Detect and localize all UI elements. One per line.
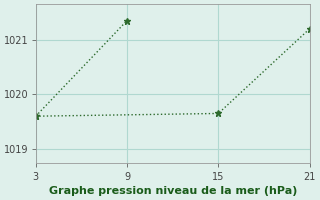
X-axis label: Graphe pression niveau de la mer (hPa): Graphe pression niveau de la mer (hPa) [49, 186, 297, 196]
